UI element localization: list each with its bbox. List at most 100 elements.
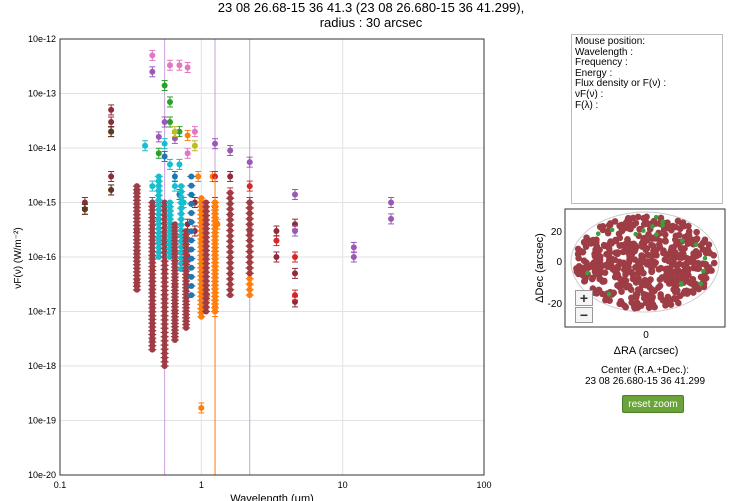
sky-source-point <box>648 298 655 306</box>
sky-source-point <box>667 274 675 281</box>
sky-source-point <box>629 271 637 279</box>
sky-source-point <box>690 250 697 257</box>
sky-source-point <box>625 221 633 228</box>
data-point <box>246 183 253 190</box>
sky-source-point <box>660 225 668 233</box>
sky-source-point <box>666 298 674 306</box>
sky-source-point <box>678 250 685 258</box>
reset-zoom-button[interactable]: reset zoom <box>622 395 684 413</box>
data-point <box>227 173 234 180</box>
sky-source-point <box>634 213 642 221</box>
data-point <box>108 128 115 135</box>
sky-source-point <box>686 278 693 286</box>
y-tick-label: 10e-13 <box>28 89 56 99</box>
sky-source-point <box>660 219 666 225</box>
sky-source-point <box>580 257 588 264</box>
sky-source-point <box>679 238 685 243</box>
data-point <box>246 254 253 261</box>
data-point <box>155 133 162 140</box>
sky-source-point <box>631 256 639 263</box>
data-point <box>273 237 280 244</box>
sky-source-point <box>648 266 655 274</box>
data-point <box>166 212 173 219</box>
data-point <box>246 281 253 288</box>
chart-points[interactable] <box>81 49 395 475</box>
data-point <box>155 178 162 185</box>
sky-source-point <box>607 238 614 245</box>
sky-source-point <box>666 268 673 275</box>
sky-source-point <box>646 258 654 265</box>
sky-source-point <box>681 267 689 275</box>
zoom-out-button[interactable]: − <box>575 307 593 323</box>
y-tick-label: 10e-12 <box>28 34 56 44</box>
sky-source-point <box>624 217 631 225</box>
data-point <box>178 210 185 217</box>
sky-source-point <box>664 220 671 228</box>
sky-source-point <box>693 228 700 236</box>
sky-source-point <box>668 226 675 234</box>
sky-source-point <box>617 281 624 288</box>
sky-source-point <box>679 282 684 287</box>
data-point <box>108 186 115 193</box>
data-point <box>203 308 210 315</box>
sed-chart[interactable]: 10e-20 10e-19 10e-18 10e-17 10e-16 10e-15 10e-… <box>0 0 560 501</box>
data-point <box>203 269 210 276</box>
data-point <box>178 243 185 250</box>
sky-source-point <box>661 219 668 227</box>
sky-source-point <box>636 265 643 273</box>
sky-source-point <box>683 236 690 244</box>
data-point <box>178 260 185 267</box>
sky-source-point <box>593 236 600 243</box>
sky-source-point <box>612 236 619 244</box>
data-point <box>246 243 253 250</box>
sky-source-point <box>588 275 596 283</box>
sky-source-point <box>679 219 687 226</box>
sky-source-point <box>630 240 637 248</box>
sky-source-point <box>652 220 660 227</box>
data-point <box>188 282 195 289</box>
sky-source-point <box>607 258 615 266</box>
sky-source-point <box>622 263 630 271</box>
zoom-in-button[interactable]: + <box>575 290 593 306</box>
sky-source-point <box>674 273 681 281</box>
data-point <box>203 295 210 302</box>
sky-source-point <box>673 240 680 248</box>
sky-source-point <box>680 222 688 230</box>
sky-source-point <box>634 304 642 312</box>
data-point <box>161 316 168 323</box>
sky-source-point <box>678 281 684 286</box>
sky-source-point <box>622 271 629 278</box>
sky-source-point <box>646 225 654 233</box>
sky-source-point <box>630 221 637 229</box>
data-point <box>161 207 168 214</box>
sky-source-point <box>686 234 693 241</box>
data-point <box>246 259 253 266</box>
center-value: 23 08 26.680-15 36 41.299 <box>584 376 706 387</box>
sky-source-point <box>664 219 671 226</box>
sky-source-point <box>685 288 693 295</box>
sky-source-point <box>616 283 624 291</box>
sky-source-point <box>662 238 669 245</box>
sky-source-point <box>585 264 593 271</box>
sky-source-point <box>672 276 679 283</box>
sky-source-point <box>645 230 652 238</box>
data-point <box>246 204 253 211</box>
sky-source-point <box>653 214 659 220</box>
sky-source-point <box>595 258 602 265</box>
sky-source-point <box>650 217 658 225</box>
sky-source-point <box>603 242 611 250</box>
data-point <box>161 350 168 357</box>
sky-source-point <box>645 304 653 311</box>
data-point <box>203 260 210 267</box>
sky-source-point <box>681 288 688 296</box>
sky-source-point <box>580 238 588 246</box>
sky-source-point <box>634 286 642 293</box>
sky-source-point <box>657 214 665 222</box>
sky-source-point <box>687 257 694 264</box>
sky-source-point <box>604 229 612 237</box>
sky-source-point <box>599 278 607 285</box>
data-point <box>227 211 234 218</box>
sky-source-point <box>640 294 648 302</box>
sky-source-point <box>621 263 629 270</box>
sky-source-point <box>597 268 605 275</box>
